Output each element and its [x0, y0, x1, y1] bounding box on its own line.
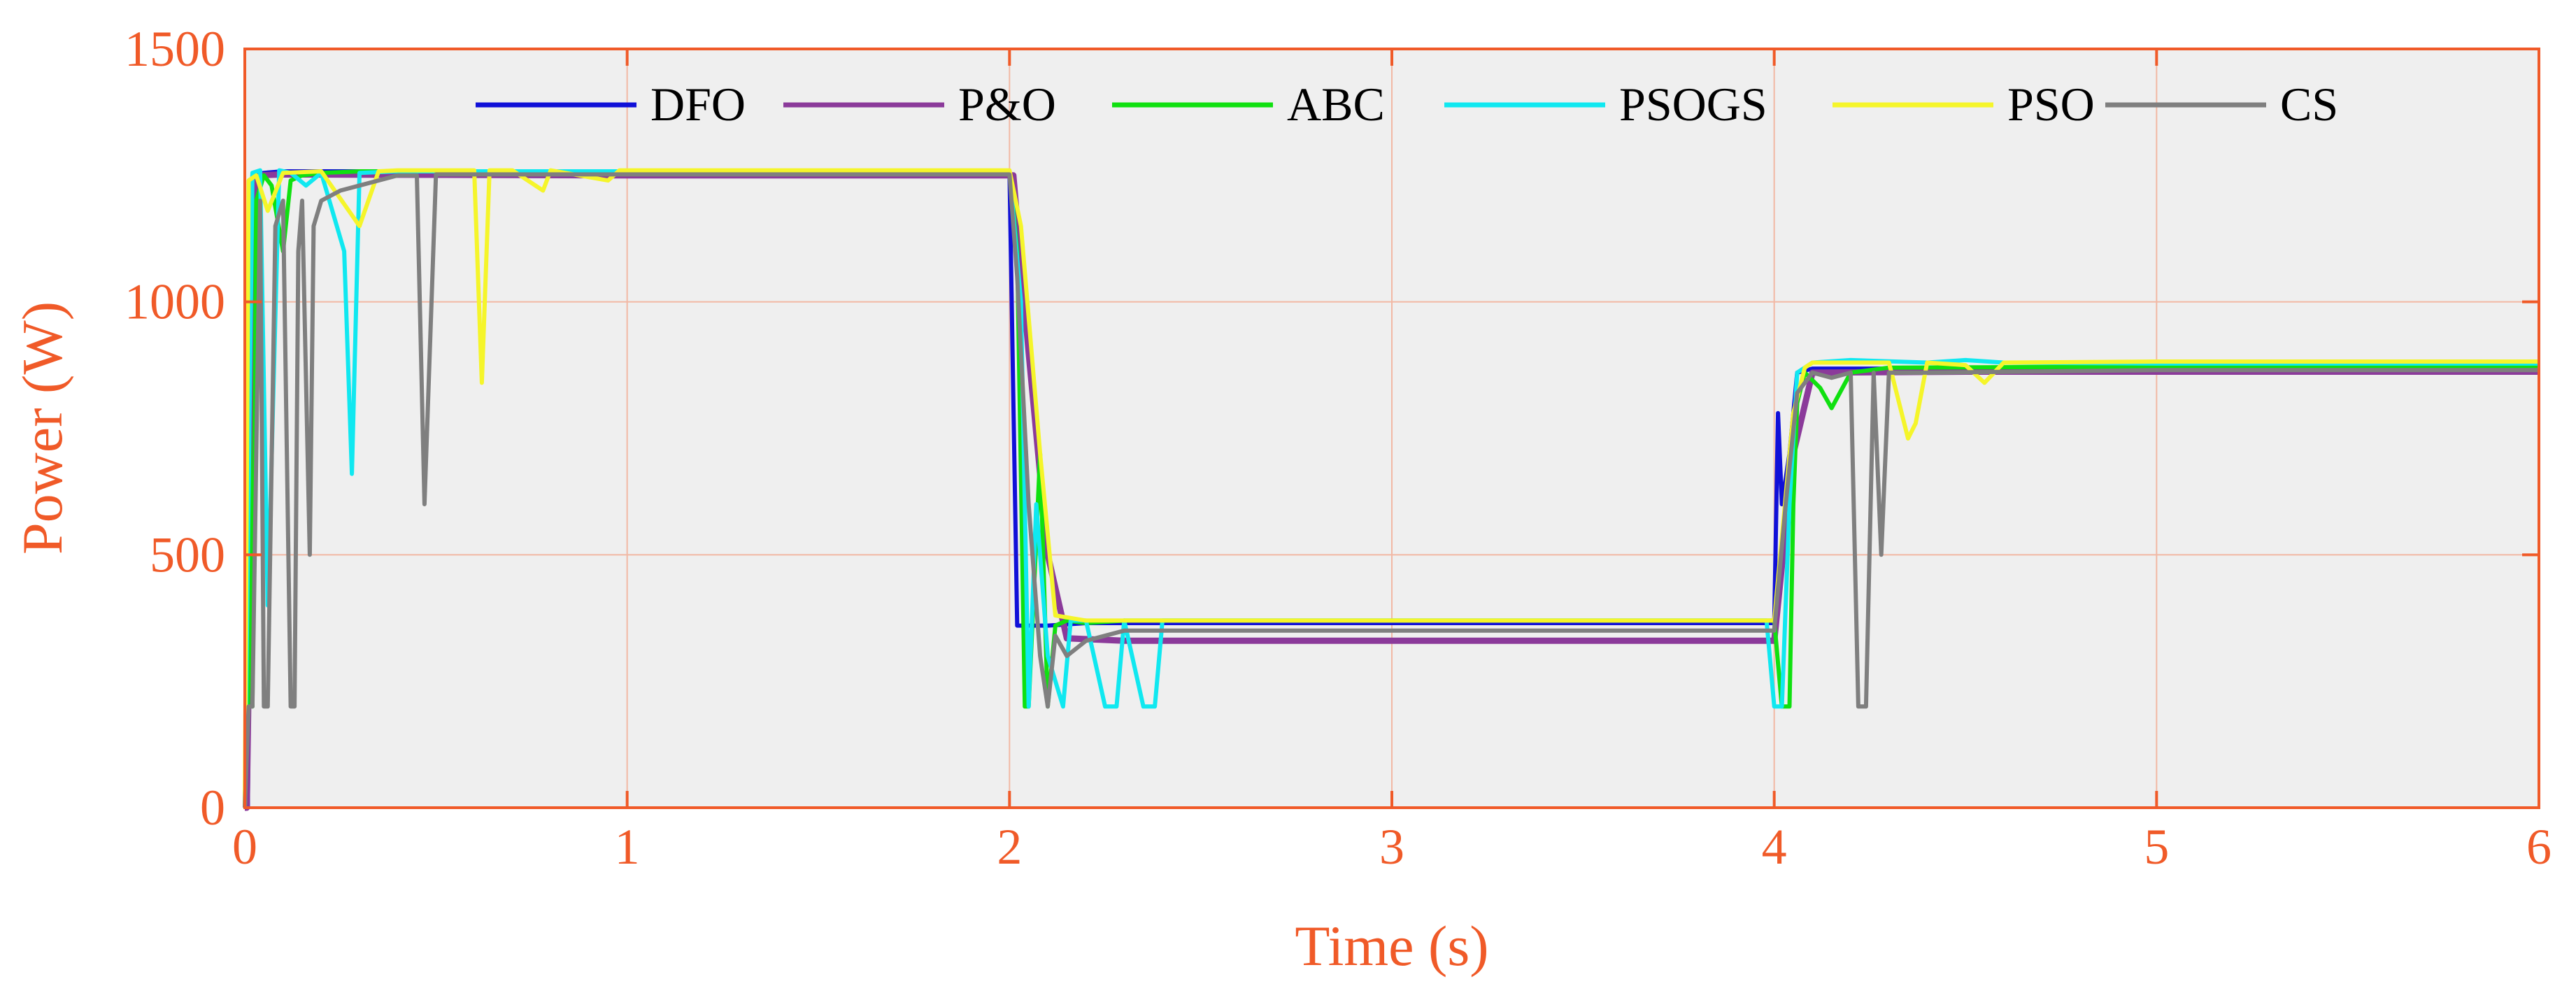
y-tick-label: 0: [200, 780, 225, 836]
legend-label: P&O: [958, 78, 1056, 131]
x-tick-label: 0: [232, 819, 257, 875]
y-tick-label: 1000: [124, 274, 225, 330]
x-tick-label: 6: [2526, 819, 2552, 875]
x-tick-label: 5: [2144, 819, 2169, 875]
legend: DFO P&O ABC PSOGS PSO CS: [476, 78, 2338, 131]
legend-label: PSO: [2007, 78, 2095, 131]
x-tick-label: 4: [1762, 819, 1787, 875]
legend-label: DFO: [650, 78, 746, 131]
x-tick-label: 3: [1379, 819, 1404, 875]
grid-lines: [245, 49, 2539, 808]
x-axis-label: Time (s): [1295, 914, 1488, 978]
legend-label: ABC: [1287, 78, 1385, 131]
series-line-pso: [243, 168, 2539, 808]
legend-label: CS: [2280, 78, 2338, 131]
tick-marks: [243, 48, 2540, 809]
y-tick-label: 1500: [124, 21, 225, 77]
y-tick-label: 500: [150, 527, 225, 583]
tick-labels: 0 1 2 3 4 5 6 0 500 1000 1500: [124, 21, 2552, 875]
series-layer: [243, 168, 2539, 811]
x-tick-label: 2: [997, 819, 1022, 875]
series-line-cs: [243, 172, 2539, 808]
y-axis-label: Power (W): [10, 301, 74, 555]
legend-label: PSOGS: [1619, 78, 1767, 131]
x-tick-label: 1: [615, 819, 640, 875]
